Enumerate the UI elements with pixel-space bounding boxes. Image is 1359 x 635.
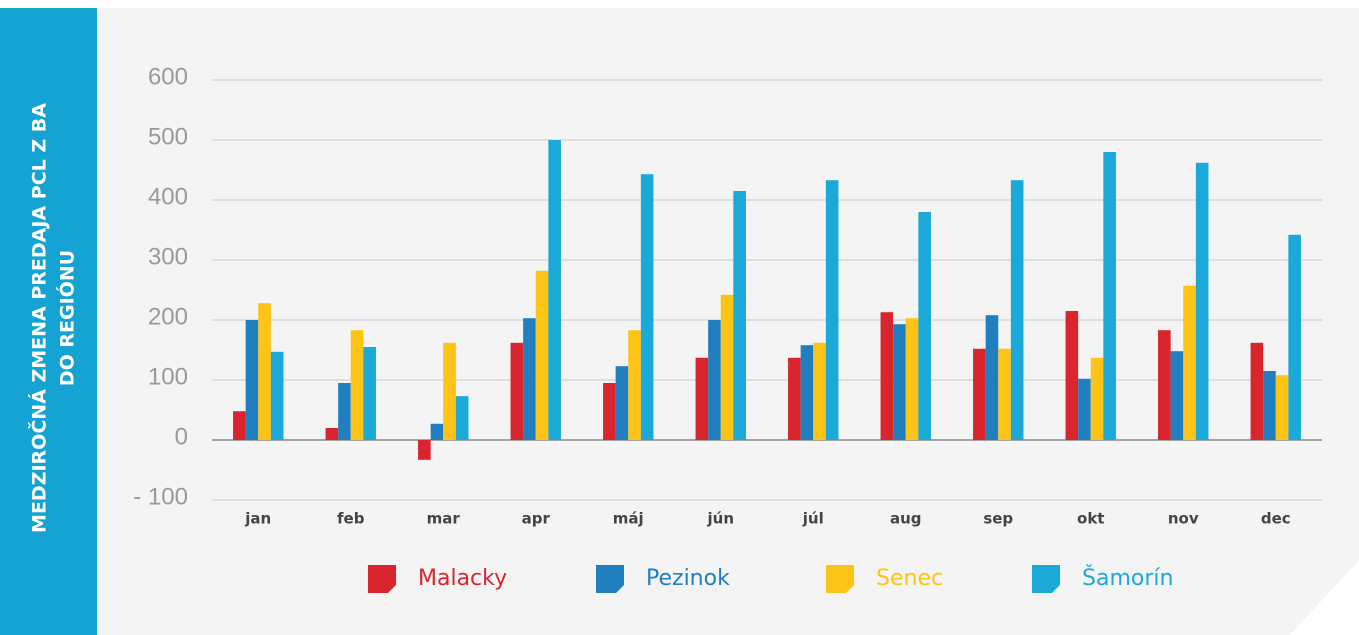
bar [350,330,364,440]
bar [1103,152,1116,440]
bar [603,383,616,440]
bar [523,318,536,440]
bar [905,318,919,440]
x-tick-label: aug [890,510,922,528]
x-tick-label: okt [1077,510,1104,528]
bar [270,351,284,440]
legend-swatch [826,565,854,593]
bar [548,140,561,440]
bar [825,180,839,440]
chart-title: DO REGIÓNU [55,250,79,386]
x-tick-label: mar [427,510,461,528]
bar [1275,375,1289,440]
bar [813,342,826,440]
bar [430,423,444,440]
y-tick-label: 300 [148,243,188,270]
bar [1170,351,1184,440]
legend-label: Malacky [418,566,507,591]
bar [695,357,709,440]
bar [918,212,931,440]
bar [998,348,1011,440]
y-tick-label: 200 [148,303,188,330]
legend-swatch [1032,565,1060,593]
bar [338,383,351,440]
bar [880,312,894,440]
bar [733,191,746,440]
bar [535,270,549,440]
x-tick-label: júl [802,510,824,528]
bar [893,324,906,440]
bar [628,330,641,440]
bar [1065,311,1079,440]
x-tick-label: dec [1261,510,1291,528]
y-tick-label: 0 [175,423,188,450]
bar [418,440,431,460]
x-tick-label: feb [337,510,365,528]
bar [1263,371,1276,440]
bar [455,396,469,440]
x-tick-label: jún [707,510,735,528]
x-tick-label: nov [1168,510,1199,528]
background [0,8,1359,635]
y-tick-label: - 100 [133,483,188,510]
x-tick-label: jan [244,510,271,528]
x-tick-label: sep [983,510,1013,528]
bar [1250,342,1264,440]
bar [258,303,271,440]
bar [510,342,524,440]
bar [1158,330,1171,440]
y-tick-label: 100 [148,363,188,390]
legend-label: Senec [876,566,943,591]
x-tick-label: apr [522,510,551,528]
y-tick-label: 600 [148,63,188,90]
bar [720,294,734,440]
y-tick-label: 400 [148,183,188,210]
legend-label: Pezinok [646,566,730,591]
bar [973,348,986,440]
bar [233,411,246,440]
bar [788,357,801,440]
legend-label: Šamorín [1082,565,1173,591]
bar [708,320,721,440]
bar [1288,234,1301,440]
bar [245,320,259,440]
bar [1010,180,1024,440]
x-tick-label: máj [613,510,644,528]
title-band [0,8,97,635]
bar [1090,357,1104,440]
bar [1183,285,1196,440]
legend-swatch [596,565,624,593]
bar [800,345,814,440]
bar [640,174,654,440]
y-tick-label: 500 [148,123,188,150]
bar [325,428,339,440]
bar [363,347,376,440]
legend-swatch [368,565,396,593]
bar [443,342,456,440]
bar [615,366,629,440]
bar [1195,162,1209,441]
bar [985,315,999,440]
chart-title: MEDZIROČNÁ ZMENA PREDAJA PCL Z BA [27,103,51,533]
bar [1078,378,1091,440]
